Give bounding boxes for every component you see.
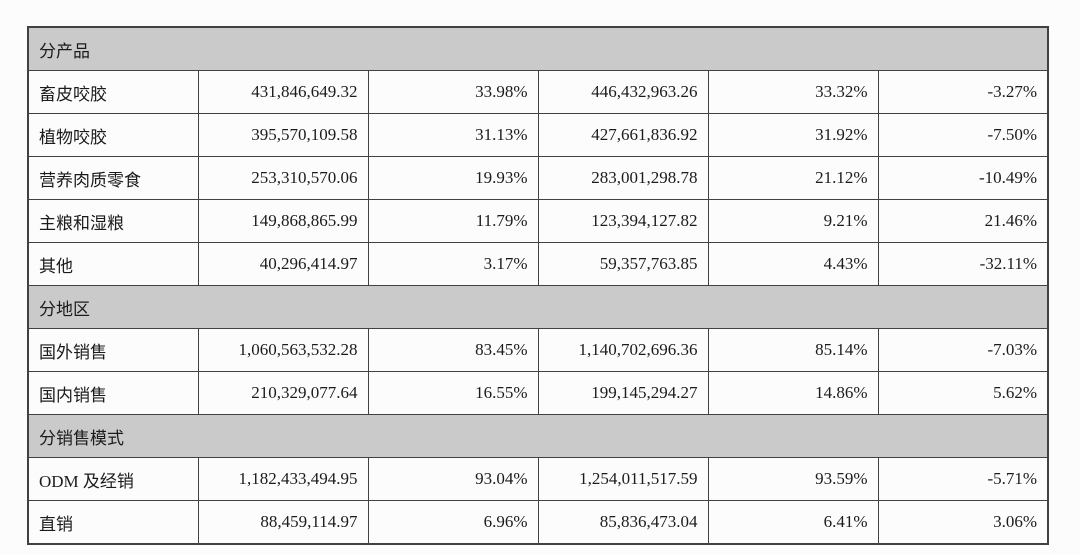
- table-cell: 6.41%: [707, 500, 879, 545]
- table-cell: 149,868,865.99: [197, 199, 369, 243]
- table-cell: 19.93%: [367, 156, 539, 200]
- financial-breakdown-table: 分产品 畜皮咬胶 431,846,649.32 33.98% 446,432,9…: [27, 26, 1050, 545]
- table-cell: 21.12%: [707, 156, 879, 200]
- table-cell: 14.86%: [707, 371, 879, 415]
- table-cell: -10.49%: [877, 156, 1049, 200]
- section-header-row-by-sales-model: 分销售模式: [27, 414, 1049, 458]
- table-cell: 4.43%: [707, 242, 879, 286]
- row-label-cell: 直销: [27, 500, 199, 545]
- table-cell: 59,357,763.85: [537, 242, 709, 286]
- table-cell: 21.46%: [877, 199, 1049, 243]
- row-label-cell: 畜皮咬胶: [27, 70, 199, 114]
- row-label-cell: ODM 及经销: [27, 457, 199, 501]
- table-cell: 40,296,414.97: [197, 242, 369, 286]
- table-cell: 431,846,649.32: [197, 70, 369, 114]
- table-cell: 253,310,570.06: [197, 156, 369, 200]
- table-row: 国外销售 1,060,563,532.28 83.45% 1,140,702,6…: [27, 328, 1049, 372]
- table-row: 其他 40,296,414.97 3.17% 59,357,763.85 4.4…: [27, 242, 1049, 286]
- table-cell: 11.79%: [367, 199, 539, 243]
- table-cell: -32.11%: [877, 242, 1049, 286]
- section-header-row-by-product: 分产品: [27, 26, 1049, 71]
- table-cell: 93.04%: [367, 457, 539, 501]
- table-cell: 85.14%: [707, 328, 879, 372]
- section-header-label: 分产品: [27, 26, 1049, 71]
- table-cell: 1,140,702,696.36: [537, 328, 709, 372]
- row-label-cell: 主粮和湿粮: [27, 199, 199, 243]
- row-label-cell: 国内销售: [27, 371, 199, 415]
- row-label-cell: 营养肉质零食: [27, 156, 199, 200]
- table-cell: 3.17%: [367, 242, 539, 286]
- table-row: 国内销售 210,329,077.64 16.55% 199,145,294.2…: [27, 371, 1049, 415]
- table-cell: 88,459,114.97: [197, 500, 369, 545]
- table-cell: 1,182,433,494.95: [197, 457, 369, 501]
- table-cell: 427,661,836.92: [537, 113, 709, 157]
- table-cell: 395,570,109.58: [197, 113, 369, 157]
- table-cell: 199,145,294.27: [537, 371, 709, 415]
- table-cell: 1,060,563,532.28: [197, 328, 369, 372]
- table-cell: -3.27%: [877, 70, 1049, 114]
- table-cell: 31.13%: [367, 113, 539, 157]
- section-header-label: 分销售模式: [27, 414, 1049, 458]
- table-cell: 1,254,011,517.59: [537, 457, 709, 501]
- table-cell: 83.45%: [367, 328, 539, 372]
- table-cell: -5.71%: [877, 457, 1049, 501]
- table-cell: 33.98%: [367, 70, 539, 114]
- table-cell: 283,001,298.78: [537, 156, 709, 200]
- table-row: 营养肉质零食 253,310,570.06 19.93% 283,001,298…: [27, 156, 1049, 200]
- table-cell: 93.59%: [707, 457, 879, 501]
- table-cell: 210,329,077.64: [197, 371, 369, 415]
- table-cell: 446,432,963.26: [537, 70, 709, 114]
- table-cell: -7.03%: [877, 328, 1049, 372]
- table-row: 畜皮咬胶 431,846,649.32 33.98% 446,432,963.2…: [27, 70, 1049, 114]
- table-row: 植物咬胶 395,570,109.58 31.13% 427,661,836.9…: [27, 113, 1049, 157]
- table-cell: 33.32%: [707, 70, 879, 114]
- table-cell: 16.55%: [367, 371, 539, 415]
- table-cell: 123,394,127.82: [537, 199, 709, 243]
- table-cell: 9.21%: [707, 199, 879, 243]
- row-label-cell: 国外销售: [27, 328, 199, 372]
- table-cell: 6.96%: [367, 500, 539, 545]
- table-cell: 31.92%: [707, 113, 879, 157]
- section-header-label: 分地区: [27, 285, 1049, 329]
- table-cell: 85,836,473.04: [537, 500, 709, 545]
- table-row: ODM 及经销 1,182,433,494.95 93.04% 1,254,01…: [27, 457, 1049, 501]
- table-cell: -7.50%: [877, 113, 1049, 157]
- table-row: 直销 88,459,114.97 6.96% 85,836,473.04 6.4…: [27, 500, 1049, 545]
- table-cell: 5.62%: [877, 371, 1049, 415]
- table-row: 主粮和湿粮 149,868,865.99 11.79% 123,394,127.…: [27, 199, 1049, 243]
- row-label-cell: 其他: [27, 242, 199, 286]
- section-header-row-by-region: 分地区: [27, 285, 1049, 329]
- row-label-cell: 植物咬胶: [27, 113, 199, 157]
- table-cell: 3.06%: [877, 500, 1049, 545]
